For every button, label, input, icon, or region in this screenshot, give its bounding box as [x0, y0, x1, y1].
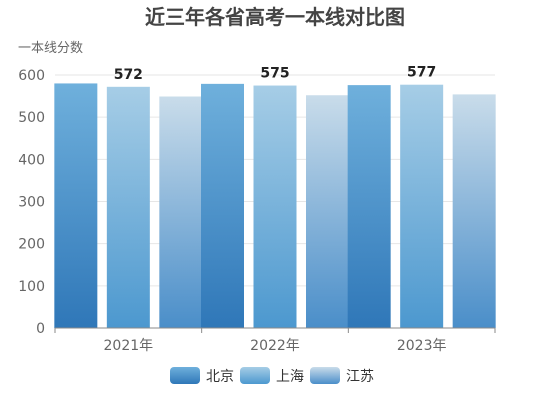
bar-1-2[interactable] [106, 86, 150, 328]
y-axis-label: 一本线分数 [18, 41, 83, 56]
y-tick-label: 300 [18, 195, 45, 211]
y-axis-ticks: 0 100 200 300 400 500 600 [18, 68, 45, 337]
data-label: 577 [407, 65, 436, 81]
legend-swatch[interactable] [240, 367, 270, 384]
bar-1-1[interactable] [54, 83, 98, 328]
x-axis: 2021年 2022年 2023年 [54, 327, 496, 354]
bar-2-1[interactable] [201, 83, 244, 328]
bar-3-3[interactable] [452, 94, 496, 328]
bar-2-2[interactable] [253, 85, 297, 329]
x-tick-label: 2021年 [104, 338, 154, 354]
bar-1-3[interactable] [159, 96, 203, 328]
legend: 北京 上海 江苏 [170, 367, 374, 385]
bar-2-3[interactable] [306, 95, 349, 329]
legend-label[interactable]: 北京 [206, 369, 234, 385]
chart-title: 近三年各省高考一本线对比图 [145, 5, 405, 29]
x-tick-label: 2023年 [397, 338, 447, 354]
y-tick-label: 0 [36, 321, 45, 337]
bar-3-1[interactable] [347, 85, 391, 329]
legend-label[interactable]: 江苏 [346, 369, 374, 385]
legend-swatch[interactable] [310, 367, 340, 384]
bar-3-2[interactable] [400, 84, 444, 328]
data-label: 575 [260, 66, 289, 82]
legend-label[interactable]: 上海 [276, 369, 304, 385]
legend-swatch[interactable] [170, 367, 200, 384]
y-tick-label: 500 [18, 110, 45, 126]
data-label: 572 [114, 67, 143, 83]
y-tick-label: 100 [18, 279, 45, 295]
x-tick-label: 2022年 [250, 338, 300, 354]
y-tick-label: 200 [18, 237, 45, 253]
y-tick-label: 600 [18, 68, 45, 84]
data-labels: 572 575 577 [114, 65, 437, 83]
y-tick-label: 400 [18, 152, 45, 168]
bars-group [54, 83, 496, 329]
